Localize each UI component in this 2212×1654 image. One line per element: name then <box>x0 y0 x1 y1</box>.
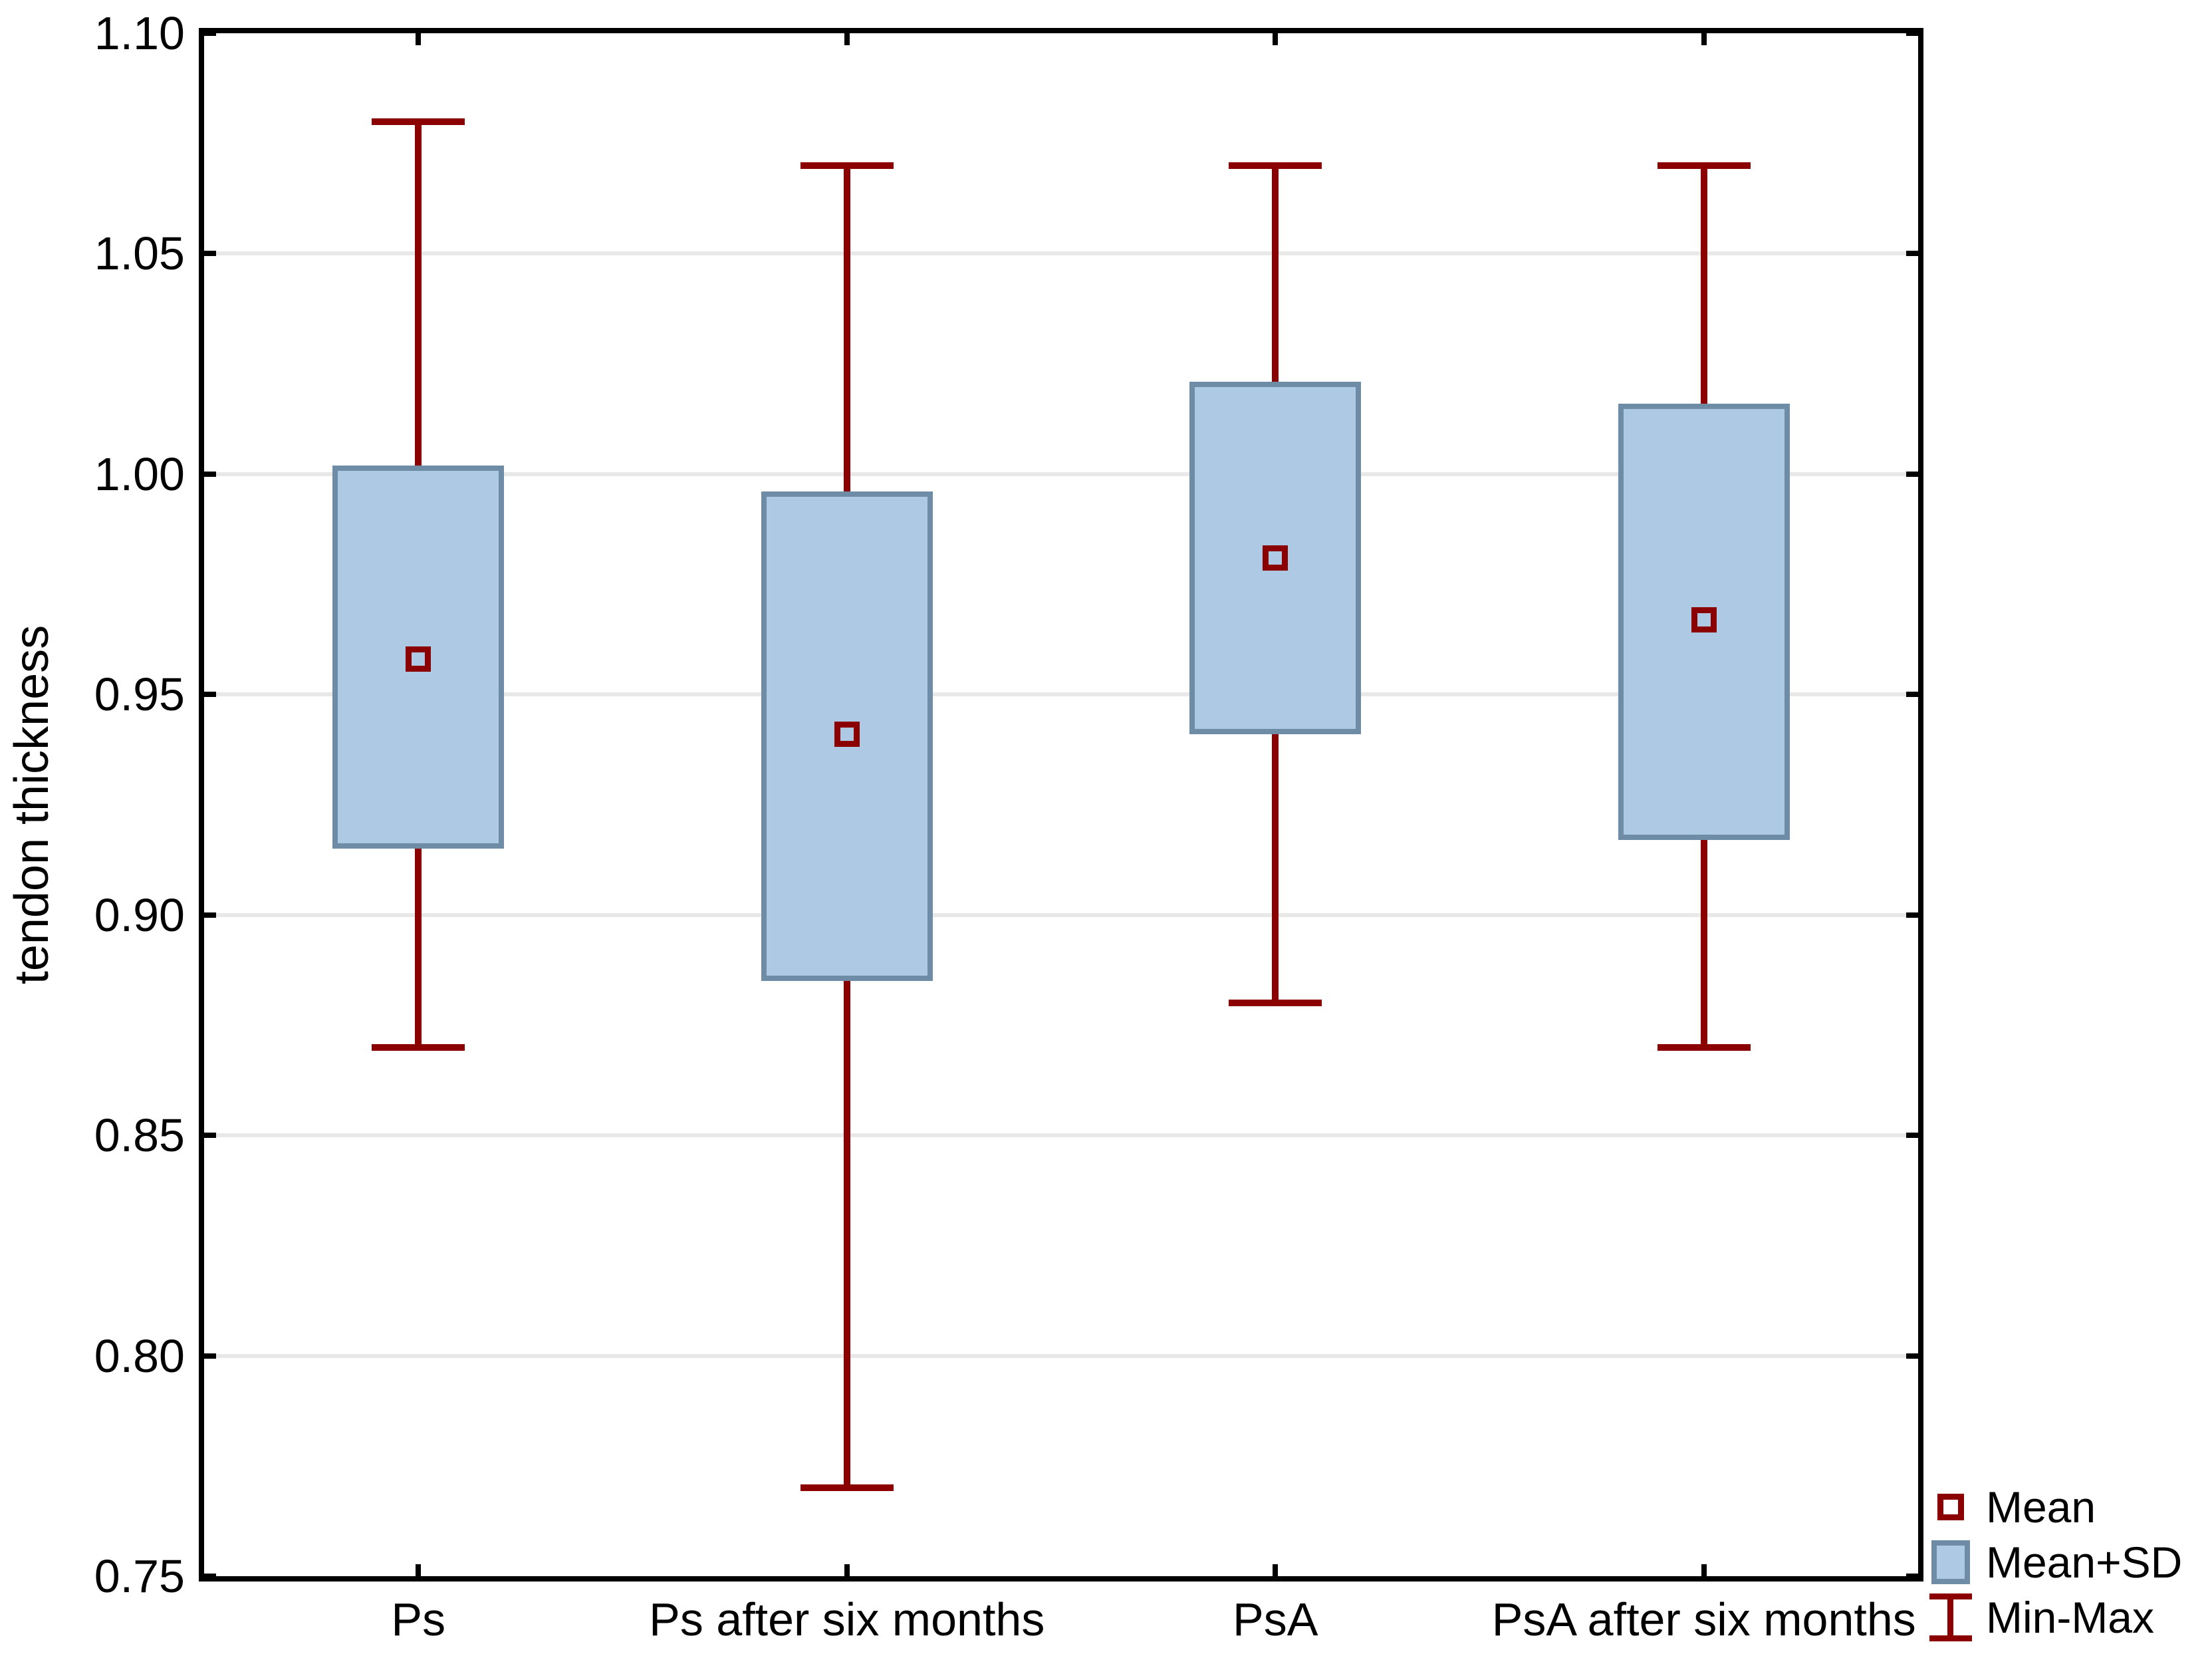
y-tick-label: 0.75 <box>94 1550 185 1602</box>
x-category-label: PsA <box>1233 1593 1318 1645</box>
legend-label-mean-sd: Mean+SD <box>1986 1537 2183 1587</box>
mean-sd-box-icon <box>1931 1540 1970 1584</box>
min-whisker-cap <box>1229 1000 1322 1007</box>
mean-marker <box>406 646 431 672</box>
y-tick-label: 1.10 <box>94 7 185 59</box>
y-tick-label: 1.00 <box>94 448 185 500</box>
y-axis-tick-left <box>204 31 216 36</box>
grid-line <box>204 1133 1918 1138</box>
mean-marker <box>1263 545 1289 571</box>
plot-area-border <box>199 28 1923 1582</box>
y-tick-label: 1.05 <box>94 227 185 280</box>
legend-item-mean-sd: Mean+SD <box>1925 1534 2182 1589</box>
max-whisker-cap <box>372 118 465 125</box>
legend: Mean Mean+SD Min-Max <box>1925 1479 2182 1645</box>
min-max-whisker-icon <box>1929 1593 1972 1641</box>
y-axis-tick-left <box>204 1133 216 1139</box>
legend-label-mean: Mean <box>1986 1482 2096 1532</box>
x-axis-tick-bottom <box>1701 1564 1707 1576</box>
x-axis-tick-bottom <box>416 1564 422 1576</box>
y-axis-tick-right <box>1906 251 1918 257</box>
mean-sd-box <box>332 465 505 849</box>
x-category-label: Ps after six months <box>649 1593 1045 1645</box>
y-axis-tick-right <box>1906 31 1918 36</box>
y-axis-tick-right <box>1906 1574 1918 1579</box>
min-whisker-cap <box>372 1043 465 1051</box>
y-tick-label: 0.80 <box>94 1329 185 1382</box>
max-whisker-cap <box>1229 162 1322 169</box>
grid-line <box>204 1353 1918 1358</box>
x-axis-tick-bottom <box>844 1564 850 1576</box>
mean-sd-box <box>1189 381 1362 734</box>
mean-sd-box <box>761 491 933 982</box>
y-axis-tick-right <box>1906 471 1918 477</box>
y-axis-tick-left <box>204 912 216 918</box>
min-whisker-cap <box>1657 1043 1751 1051</box>
y-axis-tick-right <box>1906 912 1918 918</box>
max-whisker-cap <box>1657 162 1751 169</box>
grid-line <box>204 912 1918 917</box>
y-axis-tick-left <box>204 1353 216 1359</box>
mean-marker <box>834 721 860 747</box>
y-axis-tick-right <box>1906 692 1918 698</box>
mean-marker <box>1691 607 1717 632</box>
x-axis-tick-top <box>844 33 850 45</box>
max-whisker-cap <box>800 162 894 169</box>
legend-item-mean: Mean <box>1925 1479 2182 1534</box>
y-axis-tick-right <box>1906 1133 1918 1139</box>
y-axis-tick-left <box>204 471 216 477</box>
y-axis-tick-left <box>204 1574 216 1579</box>
grid-line <box>204 251 1918 256</box>
x-axis-tick-top <box>1273 33 1279 45</box>
x-axis-tick-bottom <box>1273 1564 1279 1576</box>
y-tick-label: 0.95 <box>94 668 185 721</box>
mean-sd-box <box>1618 403 1790 841</box>
legend-label-min-max: Min-Max <box>1986 1592 2155 1642</box>
y-axis-tick-left <box>204 692 216 698</box>
mean-open-square-icon <box>1937 1493 1964 1520</box>
grid-line <box>204 692 1918 697</box>
x-axis-tick-top <box>416 33 422 45</box>
x-axis-tick-top <box>1701 33 1707 45</box>
y-axis-tick-right <box>1906 1353 1918 1359</box>
grid-line <box>204 472 1918 476</box>
min-whisker-cap <box>800 1484 894 1492</box>
legend-item-min-max: Min-Max <box>1925 1589 2182 1645</box>
y-tick-label: 0.90 <box>94 889 185 941</box>
x-category-label: Ps <box>391 1593 446 1645</box>
y-axis-tick-left <box>204 251 216 257</box>
y-tick-label: 0.85 <box>94 1109 185 1162</box>
x-category-label: PsA after six months <box>1491 1593 1916 1645</box>
